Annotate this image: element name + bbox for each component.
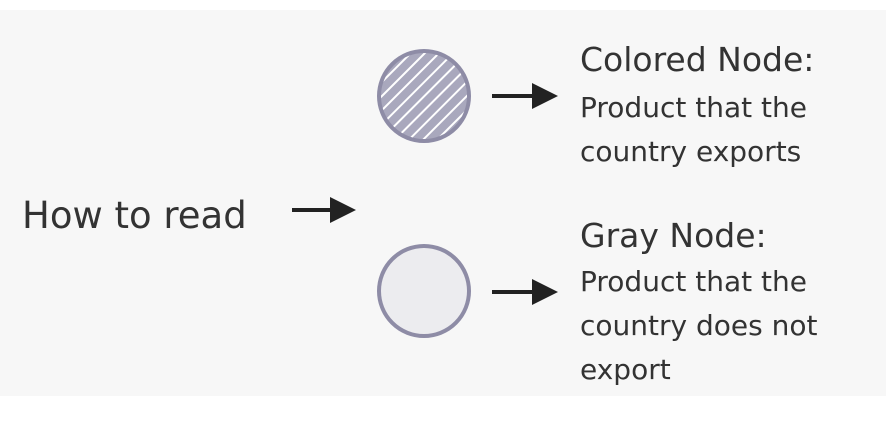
gray-node-title: Gray Node: — [580, 216, 767, 255]
gray-node-description-line: export — [580, 353, 671, 386]
gray-node-description-line: Product that the — [580, 265, 807, 298]
colored-node-title: Colored Node: — [580, 40, 815, 79]
colored-node-description-line: country exports — [580, 135, 802, 168]
colored-node-arrow-icon — [492, 83, 558, 109]
legend-panel: How to read Colored Node: Product that t… — [0, 10, 886, 396]
gray-node-icon — [377, 244, 471, 338]
gray-node-description-line: country does not — [580, 309, 818, 342]
how-to-read-arrow-icon — [292, 197, 356, 223]
colored-node-icon — [377, 49, 471, 143]
gray-node-description: Product that the country does not export — [580, 260, 817, 392]
how-to-read-label: How to read — [22, 194, 247, 237]
colored-node-description: Product that the country exports — [580, 86, 807, 174]
colored-node-description-line: Product that the — [580, 91, 807, 124]
gray-node-arrow-icon — [492, 279, 558, 305]
